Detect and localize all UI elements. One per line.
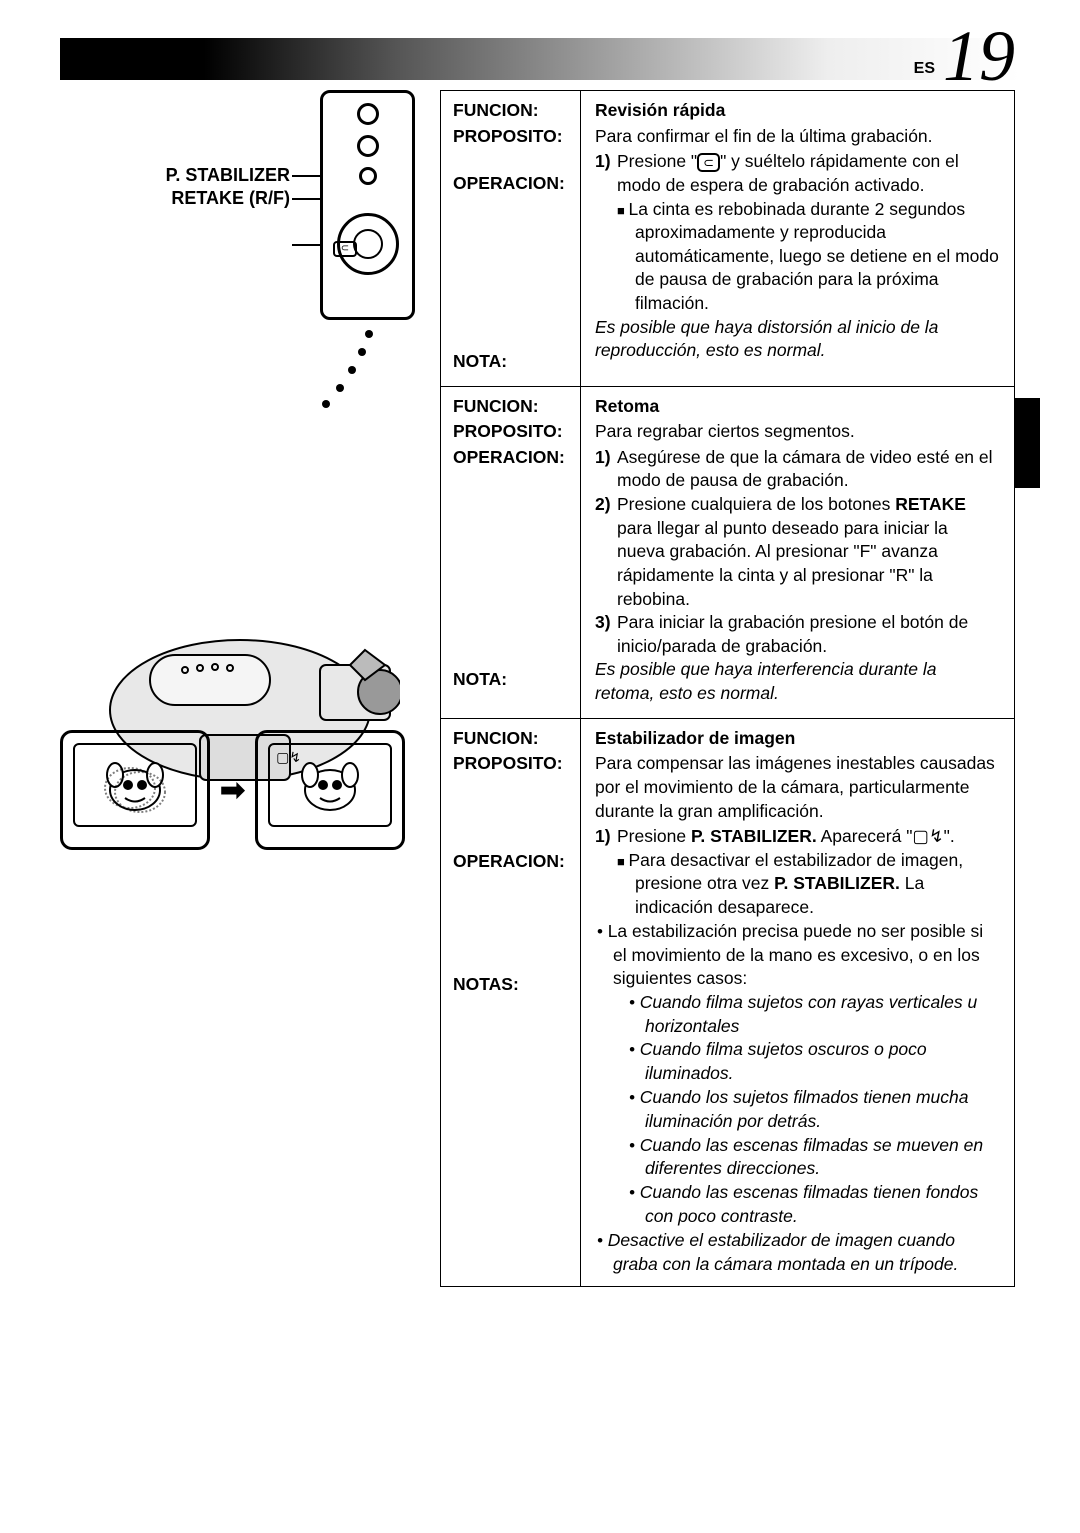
label-operacion: OPERACION: [453,850,570,874]
tv-after-icon: ▢↯ [255,730,405,850]
proposito-text: Para confirmar el fin de la última graba… [595,125,1000,149]
label-nota: NOTA: [453,350,570,374]
section-title: Retoma [595,395,1000,419]
step-number: 3) [595,611,617,658]
step-number: 1) [595,150,617,315]
remote-button-icon [357,135,379,157]
text-part: Presione [617,826,691,846]
operation-step: 1) Presione P. STABILIZER. Aparecerá "▢↯… [595,825,1000,920]
text-part: Presione " [617,151,697,171]
page-header-bar [60,38,1020,80]
left-column: P. STABILIZER RETAKE (R/F) ⊂ [60,90,420,800]
section-revision-rapida: FUNCION: PROPOSITO: OPERACION: NOTA: Rev… [440,90,1015,386]
label-proposito: PROPOSITO: [453,752,570,776]
sub-item: Cuando filma sujetos con rayas verticale… [645,991,1000,1039]
section-title: Estabilizador de imagen [595,727,1000,751]
label-proposito: PROPOSITO: [453,125,570,149]
sub-item: Cuando filma sujetos oscuros o poco ilum… [645,1038,1000,1086]
quick-review-icon: ⊂ [697,153,720,172]
quick-review-button-icon: ⊂ [333,241,357,257]
arrow-icon: ➡ [220,773,245,808]
stabilizer-indicator-icon: ▢↯ [276,749,301,766]
page-number: 19 [943,20,1015,92]
section-retoma: FUNCION: PROPOSITO: OPERACION: NOTA: Ret… [440,386,1015,718]
content-column: Retoma Para regrabar ciertos segmentos. … [581,387,1014,718]
step-number: 1) [595,825,617,920]
step-text: Asegúrese de que la cámara de video esté… [617,446,1000,493]
section-estabilizador: FUNCION: PROPOSITO: OPERACION: NOTAS: Es… [440,718,1015,1288]
label-funcion: FUNCION: [453,99,570,123]
text-bold: P. STABILIZER. [774,873,900,893]
sub-item: Cuando las escenas filmadas tienen fondo… [645,1181,1000,1229]
label-notas: NOTAS: [453,973,570,997]
notas-list: La estabilización precisa puede no ser p… [595,920,1000,1277]
operation-step: 2) Presione cualquiera de los botones RE… [595,493,1000,611]
label-operacion: OPERACION: [453,172,570,196]
text-bold: P. STABILIZER. [691,826,817,846]
tv-before-icon [60,730,210,850]
remote-button-icon [357,103,379,125]
label-p-stabilizer: P. STABILIZER [166,165,290,186]
nota-text: Es posible que haya distorsión al inicio… [595,316,1000,363]
nota-item: Desactive el estabilizador de imagen cua… [613,1229,1000,1277]
sub-item: Cuando los sujetos filmados tienen mucha… [645,1086,1000,1134]
leader-line [292,198,322,200]
remote-wheel-inner-icon [353,229,383,259]
label-column: FUNCION: PROPOSITO: OPERACION: NOTA: [441,91,581,386]
side-tab [1015,398,1040,488]
label-operacion: OPERACION: [453,446,570,470]
step-text: Presione "⊂" y suéltelo rápidamente con … [617,150,1000,315]
remote-illustration: ⊂ [320,90,415,320]
text-bold: RETAKE [895,494,966,514]
remote-label-area: P. STABILIZER RETAKE (R/F) ⊂ [60,90,420,330]
text-part: para llegar al punto deseado para inicia… [617,518,948,609]
content-column: Revisión rápida Para confirmar el fin de… [581,91,1014,386]
bullet-item: La cinta es rebobinada durante 2 segundo… [635,198,1000,316]
stabilizer-icon: ▢↯ [912,826,943,846]
proposito-text: Para compensar las imágenes inestables c… [595,752,1000,823]
right-column: FUNCION: PROPOSITO: OPERACION: NOTA: Rev… [440,90,1015,1287]
label-proposito: PROPOSITO: [453,420,570,444]
text-part: Aparecerá " [817,826,913,846]
operation-step: 3) Para iniciar la grabación presione el… [595,611,1000,658]
label-nota: NOTA: [453,668,570,692]
content-column: Estabilizador de imagen Para compensar l… [581,719,1014,1287]
bullet-item: Para desactivar el estabilizador de imag… [635,849,1000,920]
label-funcion: FUNCION: [453,727,570,751]
step-text: Presione P. STABILIZER. Aparecerá "▢↯". … [617,825,1000,920]
text-part: ". [944,826,955,846]
operation-step: 1) Asegúrese de que la cámara de video e… [595,446,1000,493]
nota-item: La estabilización precisa puede no ser p… [613,920,1000,1229]
step-text: Presione cualquiera de los botones RETAK… [617,493,1000,611]
step-number: 1) [595,446,617,493]
section-title: Revisión rápida [595,99,1000,123]
proposito-text: Para regrabar ciertos segmentos. [595,420,1000,444]
connector-dots [310,330,380,430]
es-label: ES [914,60,935,78]
remote-button-icon [359,167,377,185]
label-column: FUNCION: PROPOSITO: OPERACION: NOTAS: [441,719,581,1287]
label-column: FUNCION: PROPOSITO: OPERACION: NOTA: [441,387,581,718]
text-part: Presione cualquiera de los botones [617,494,895,514]
operation-step: 1) Presione "⊂" y suéltelo rápidamente c… [595,150,1000,315]
step-number: 2) [595,493,617,611]
label-funcion: FUNCION: [453,395,570,419]
nota-text: Es posible que haya interferencia durant… [595,658,1000,705]
step-text: Para iniciar la grabación presione el bo… [617,611,1000,658]
nota-text: La estabilización precisa puede no ser p… [608,921,984,989]
label-retake: RETAKE (R/F) [171,188,290,209]
sub-list: Cuando filma sujetos con rayas verticale… [613,991,1000,1229]
tv-comparison-row: ➡ ▢↯ [60,730,405,850]
sub-item: Cuando las escenas filmadas se mueven en… [645,1134,1000,1182]
